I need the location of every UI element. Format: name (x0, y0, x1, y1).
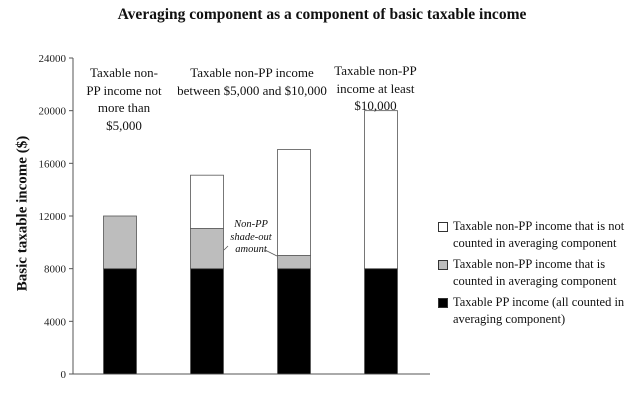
annotation-group-2: Taxable non-PP income between $5,000 and… (177, 65, 327, 98)
shade-out-leader-right (264, 249, 278, 257)
annotation-group-1: Taxable non-PP income not more than $5,0… (86, 65, 162, 133)
shade-out-leader-left (223, 245, 229, 251)
y-tick-label: 24000 (39, 53, 67, 65)
bar-segment-2 (277, 255, 311, 270)
bar-segment-3 (364, 110, 398, 270)
bar-segment-2 (103, 215, 137, 270)
legend: Taxable non-PP income that is not counte… (438, 218, 644, 332)
bar-segment-3 (277, 149, 311, 256)
annotation-group-3: Taxable non-PP income at least $10,000 (334, 63, 417, 113)
bar-segment-2 (190, 228, 224, 270)
y-tick-label: 20000 (39, 106, 67, 118)
legend-swatch-white (438, 222, 448, 232)
chart-title: Averaging component as a component of ba… (117, 6, 527, 23)
legend-label: Taxable non-PP income that is not counte… (453, 219, 625, 250)
legend-swatch-black (438, 298, 448, 308)
bar-segment-3 (190, 174, 224, 229)
y-tick-label: 8000 (44, 264, 67, 276)
y-tick-label: 12000 (39, 211, 67, 223)
bar-segment-1 (364, 268, 398, 375)
bar-segment-1 (277, 268, 311, 375)
legend-item-not-counted: Taxable non-PP income that is not counte… (438, 218, 644, 252)
y-tick-label: 4000 (44, 316, 67, 328)
legend-label: Taxable PP income (all counted in averag… (453, 295, 625, 326)
legend-swatch-grey (438, 260, 448, 270)
legend-label: Taxable non-PP income that is counted in… (453, 257, 617, 288)
annotation-shade-out: Non-PP shade-out amount (230, 219, 272, 255)
legend-item-pp: Taxable PP income (all counted in averag… (438, 294, 644, 328)
legend-item-counted: Taxable non-PP income that is counted in… (438, 256, 644, 290)
bar-segment-1 (103, 268, 137, 375)
y-tick-label: 0 (61, 369, 67, 381)
y-tick-label: 16000 (39, 158, 67, 170)
bar-segment-1 (190, 268, 224, 375)
